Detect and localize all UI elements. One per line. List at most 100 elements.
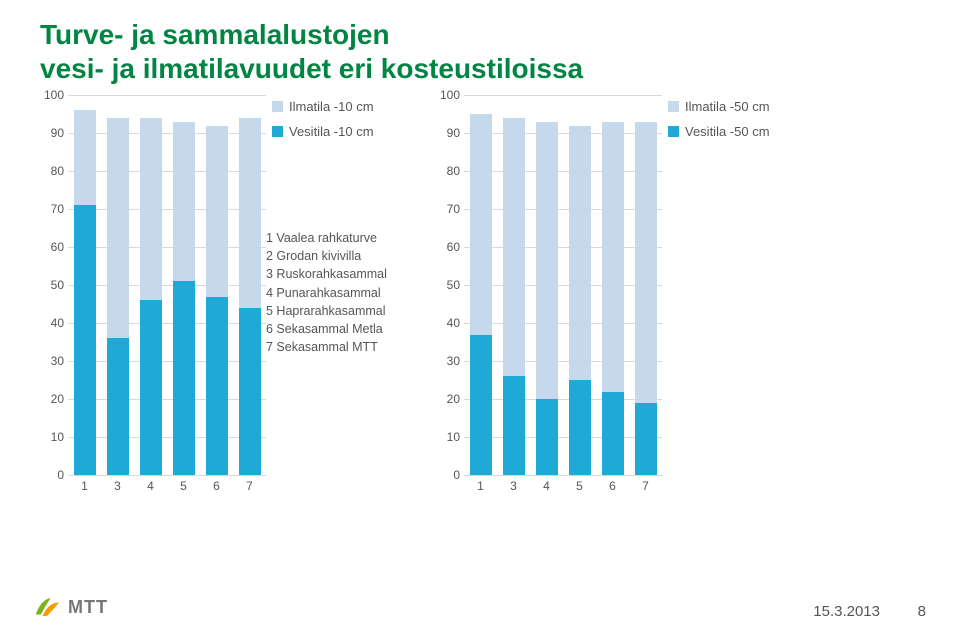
- bar-6: 6: [602, 95, 624, 475]
- bar-4: 4: [140, 95, 162, 475]
- footer-page: 8: [918, 603, 926, 620]
- x-tick-label: 4: [536, 479, 558, 493]
- bar-5: 5: [569, 95, 591, 475]
- substrate-item: 4 Punarahkasammal: [266, 284, 416, 302]
- footer-date: 15.3.2013: [813, 603, 880, 620]
- x-tick-label: 3: [503, 479, 525, 493]
- x-tick-label: 6: [602, 479, 624, 493]
- legend-swatch: [272, 126, 283, 137]
- leaf-icon: [32, 592, 62, 622]
- y-tick-label: 50: [36, 278, 64, 292]
- x-tick-label: 4: [140, 479, 162, 493]
- legend-item: Ilmatila -10 cm: [272, 99, 392, 114]
- substrate-item: 2 Grodan kivivilla: [266, 247, 416, 265]
- legend-swatch: [668, 126, 679, 137]
- legend-right: Ilmatila -50 cm Vesitila -50 cm: [668, 99, 788, 495]
- substrate-item: 1 Vaalea rahkaturve: [266, 229, 416, 247]
- y-tick-label: 100: [432, 88, 460, 102]
- bar-ilma: [503, 118, 525, 376]
- y-tick-label: 20: [432, 392, 460, 406]
- x-tick-label: 7: [635, 479, 657, 493]
- substrate-item: 7 Sekasammal MTT: [266, 338, 416, 356]
- chart-left: 0102030405060708090100 134567: [36, 95, 266, 495]
- bar-vesi: [569, 380, 591, 475]
- chart-block-right: 0102030405060708090100 134567 Ilmatila -…: [426, 95, 788, 495]
- bar-ilma: [635, 122, 657, 403]
- chart-right: 0102030405060708090100 134567: [432, 95, 662, 495]
- legend-left: Ilmatila -10 cm Vesitila -10 cm: [272, 99, 392, 149]
- bar-7: 7: [635, 95, 657, 475]
- bar-vesi: [173, 281, 195, 475]
- bar-6: 6: [206, 95, 228, 475]
- bar-1: 1: [74, 95, 96, 475]
- bar-vesi: [635, 403, 657, 475]
- legend-swatch: [272, 101, 283, 112]
- x-tick-label: 3: [107, 479, 129, 493]
- bar-3: 3: [107, 95, 129, 475]
- x-tick-label: 5: [173, 479, 195, 493]
- chart-block-left: 0102030405060708090100 134567 Ilmatila -…: [30, 95, 416, 495]
- bar-vesi: [239, 308, 261, 475]
- bar-ilma: [140, 118, 162, 300]
- legend-label: Vesitila -50 cm: [685, 124, 770, 139]
- substrate-item: 6 Sekasammal Metla: [266, 320, 416, 338]
- bar-vesi: [206, 297, 228, 476]
- y-tick-label: 40: [36, 316, 64, 330]
- y-tick-label: 0: [36, 468, 64, 482]
- x-tick-label: 7: [239, 479, 261, 493]
- y-tick-label: 90: [432, 126, 460, 140]
- bar-3: 3: [503, 95, 525, 475]
- bar-vesi: [107, 338, 129, 475]
- substrate-list: 1 Vaalea rahkaturve2 Grodan kivivilla3 R…: [266, 229, 416, 356]
- y-tick-label: 10: [432, 430, 460, 444]
- y-tick-label: 70: [36, 202, 64, 216]
- bar-vesi: [503, 376, 525, 475]
- bar-1: 1: [470, 95, 492, 475]
- mtt-logo: MTT: [32, 592, 108, 622]
- y-tick-label: 90: [36, 126, 64, 140]
- y-tick-label: 40: [432, 316, 460, 330]
- y-tick-label: 20: [36, 392, 64, 406]
- bar-vesi: [536, 399, 558, 475]
- legend-swatch: [668, 101, 679, 112]
- substrate-item: 3 Ruskorahkasammal: [266, 265, 416, 283]
- x-tick-label: 1: [470, 479, 492, 493]
- legend-label: Vesitila -10 cm: [289, 124, 374, 139]
- x-tick-label: 5: [569, 479, 591, 493]
- y-tick-label: 10: [36, 430, 64, 444]
- y-tick-label: 60: [36, 240, 64, 254]
- charts-row: 0102030405060708090100 134567 Ilmatila -…: [0, 95, 960, 495]
- substrate-item: 5 Haprarahkasammal: [266, 302, 416, 320]
- bar-vesi: [602, 392, 624, 476]
- y-tick-label: 70: [432, 202, 460, 216]
- bar-ilma: [536, 122, 558, 399]
- y-tick-label: 30: [36, 354, 64, 368]
- x-tick-label: 6: [206, 479, 228, 493]
- bar-ilma: [239, 118, 261, 308]
- x-tick-label: 1: [74, 479, 96, 493]
- legend-item: Ilmatila -50 cm: [668, 99, 788, 114]
- legend-item: Vesitila -50 cm: [668, 124, 788, 139]
- bar-ilma: [569, 126, 591, 381]
- legend-label: Ilmatila -50 cm: [685, 99, 770, 114]
- logo-text: MTT: [68, 597, 108, 618]
- bar-ilma: [470, 114, 492, 334]
- bar-vesi: [470, 335, 492, 476]
- y-tick-label: 0: [432, 468, 460, 482]
- bar-vesi: [140, 300, 162, 475]
- bar-ilma: [173, 122, 195, 282]
- bar-ilma: [107, 118, 129, 338]
- bar-vesi: [74, 205, 96, 475]
- legend-item: Vesitila -10 cm: [272, 124, 392, 139]
- y-tick-label: 80: [432, 164, 460, 178]
- bar-7: 7: [239, 95, 261, 475]
- bar-ilma: [602, 122, 624, 392]
- y-tick-label: 50: [432, 278, 460, 292]
- bar-5: 5: [173, 95, 195, 475]
- y-tick-label: 100: [36, 88, 64, 102]
- bar-ilma: [74, 110, 96, 205]
- chart-title: Turve- ja sammalalustojen vesi- ja ilmat…: [0, 0, 960, 85]
- y-tick-label: 30: [432, 354, 460, 368]
- y-tick-label: 60: [432, 240, 460, 254]
- legend-label: Ilmatila -10 cm: [289, 99, 374, 114]
